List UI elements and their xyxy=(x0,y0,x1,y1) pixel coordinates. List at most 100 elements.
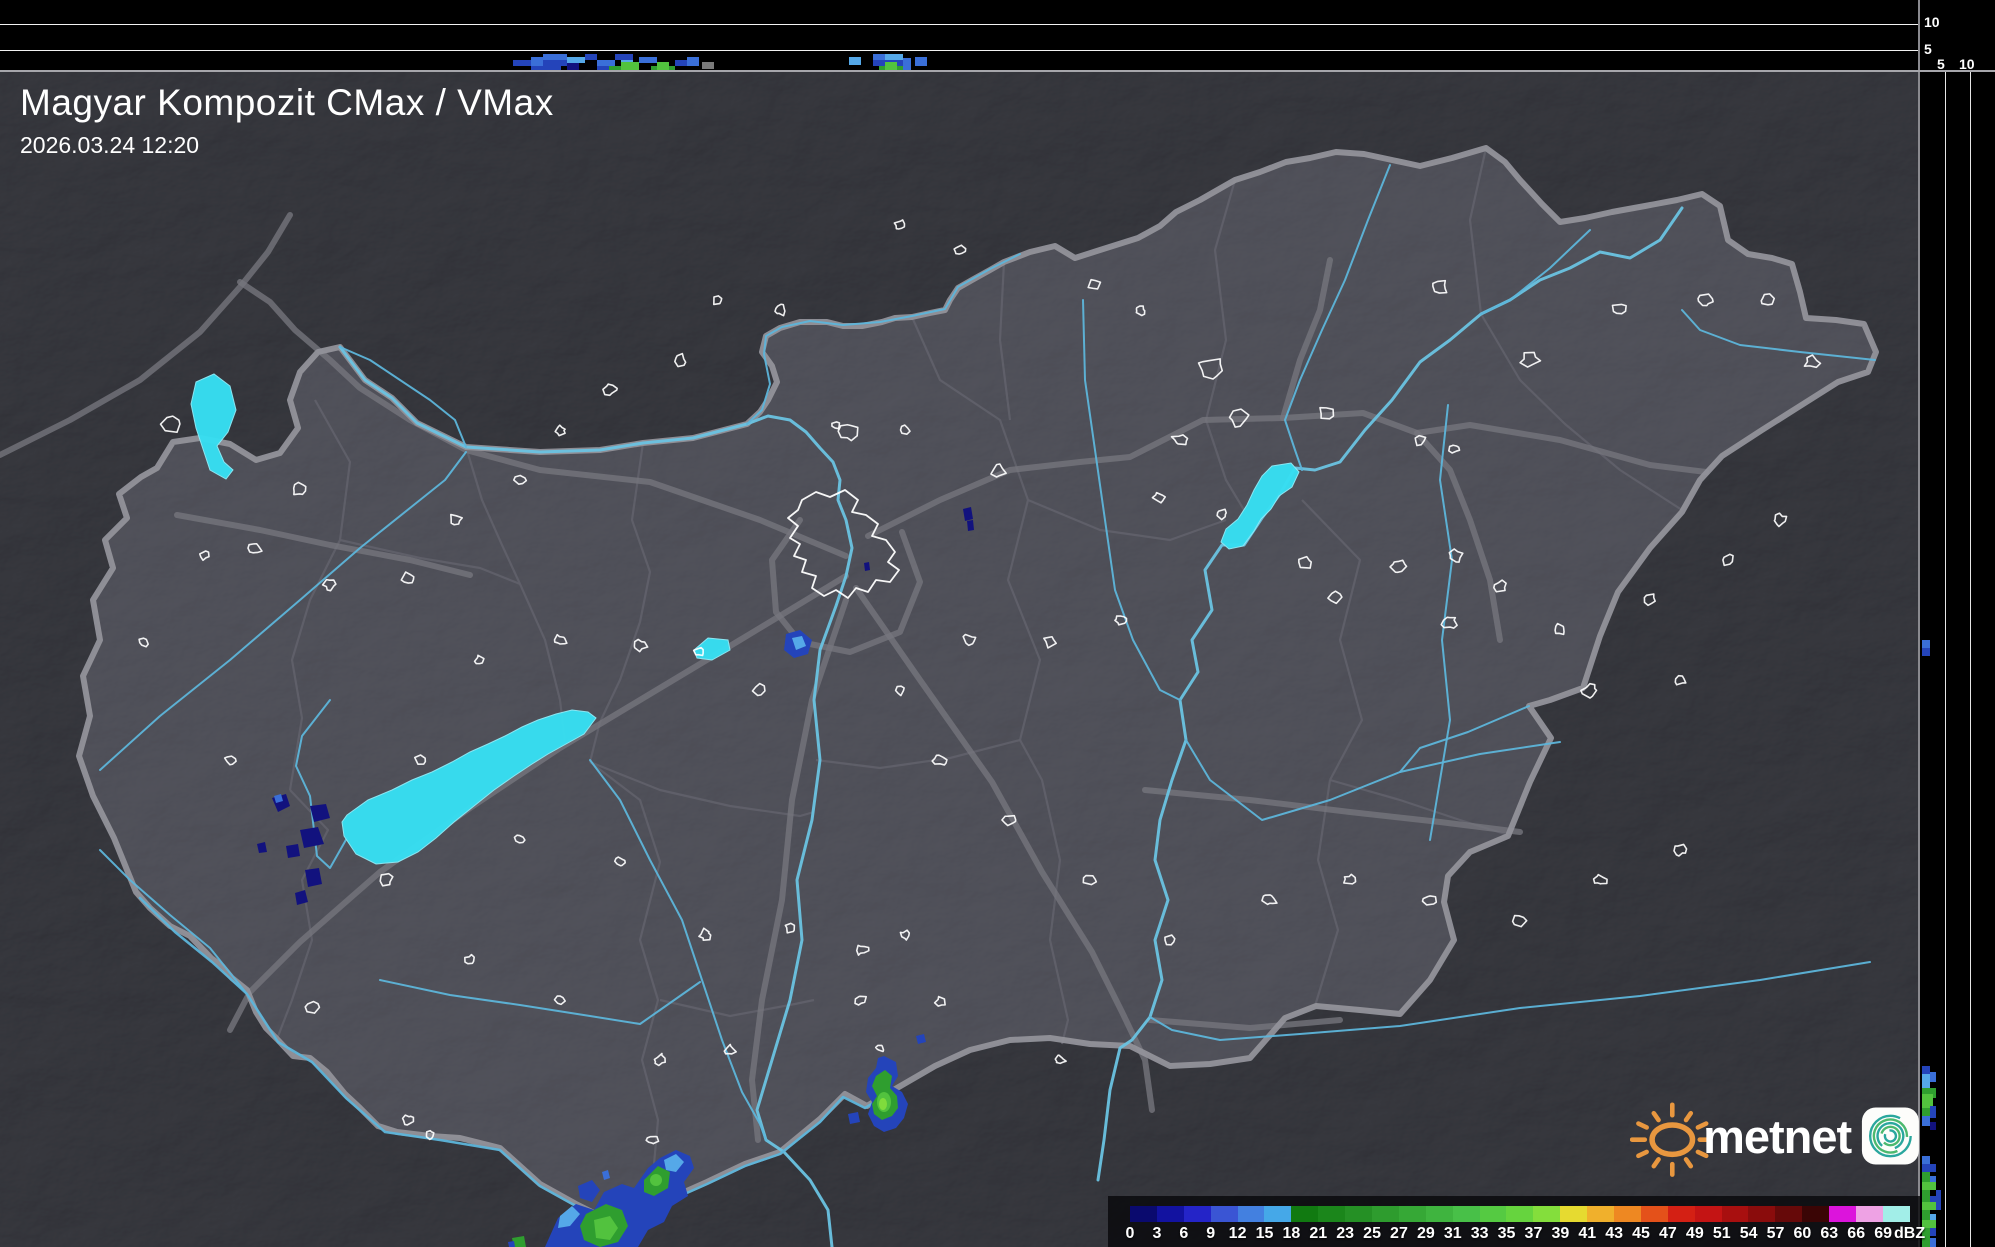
river-line xyxy=(339,346,467,448)
profile-echo-pixel xyxy=(657,62,669,71)
legend-cell xyxy=(1775,1206,1803,1222)
settlement-outline xyxy=(425,1129,435,1141)
settlement-outline xyxy=(1643,593,1656,607)
settlement-outline xyxy=(400,571,415,584)
top-profile-gridline-5km xyxy=(0,50,1920,51)
county-border xyxy=(1027,498,1227,542)
settlement-outline xyxy=(1722,553,1734,567)
settlement-outline xyxy=(751,682,766,697)
settlement-outline xyxy=(674,352,687,368)
legend-tick-label: 33 xyxy=(1470,1225,1489,1242)
settlement-outline xyxy=(1135,305,1146,317)
legend-cell xyxy=(1479,1206,1507,1222)
profile-echo-pixel xyxy=(702,62,714,69)
legend-cell xyxy=(1372,1206,1399,1222)
profile-echo-pixel xyxy=(567,63,579,71)
settlement-outline xyxy=(1448,444,1461,454)
settlement-outline xyxy=(554,424,566,437)
settlement-outline xyxy=(698,927,712,941)
legend-tick-label: 41 xyxy=(1578,1225,1597,1242)
settlement-outline xyxy=(553,633,568,645)
legend-cell xyxy=(1667,1206,1695,1222)
settlement-outline xyxy=(1343,873,1357,885)
radar-echo xyxy=(310,804,330,822)
settlement-outline xyxy=(784,922,796,934)
profile-echo-pixel xyxy=(543,54,567,60)
legend-tick-label: 69 xyxy=(1874,1225,1892,1242)
settlement-outline xyxy=(933,995,946,1007)
legend-cell xyxy=(1614,1206,1641,1222)
lake-tisza-to xyxy=(1220,462,1300,550)
profile-echo-pixel xyxy=(513,60,531,66)
profile-echo-pixel xyxy=(531,57,543,66)
radar-echo xyxy=(274,794,283,803)
profile-echo-pixel xyxy=(885,62,897,71)
profile-echo-pixel xyxy=(885,54,903,60)
legend-tick-label: 43 xyxy=(1605,1225,1624,1242)
metnet-logo[interactable]: metnet xyxy=(1630,1090,1920,1182)
legend-cell xyxy=(1721,1206,1749,1222)
profile-echo-pixel xyxy=(1922,648,1930,656)
top-axis-label-10: 10 xyxy=(1924,14,1940,30)
legend-cell xyxy=(1291,1206,1319,1222)
radar-echo xyxy=(879,1098,887,1110)
radar-echo xyxy=(578,1180,600,1202)
settlement-outline xyxy=(473,654,485,665)
radar-echo xyxy=(967,520,974,531)
county-border xyxy=(275,789,330,1040)
profile-echo-pixel xyxy=(1930,1228,1936,1236)
legend-tick-label: 60 xyxy=(1793,1225,1812,1242)
settlement-outline xyxy=(645,1135,660,1145)
radar-echo xyxy=(963,507,973,521)
profile-echo-pixel xyxy=(1922,1202,1936,1210)
settlement-outline xyxy=(1170,434,1189,446)
settlement-outline xyxy=(159,415,181,434)
settlement-outline xyxy=(321,578,337,592)
logo-wordmark: metnet xyxy=(1703,1109,1852,1163)
settlement-outline xyxy=(1440,616,1458,629)
legend-tick-label: 27 xyxy=(1390,1225,1408,1242)
legend-tick-label: 54 xyxy=(1739,1225,1758,1242)
settlement-outline xyxy=(962,633,977,647)
settlement-outline xyxy=(401,1114,415,1126)
county-border xyxy=(339,538,521,586)
settlement-outline xyxy=(1448,548,1464,563)
motorway-line xyxy=(0,212,293,458)
motorway-line xyxy=(1414,430,1503,643)
settlement-outline xyxy=(1760,293,1776,306)
settlement-outline xyxy=(223,755,237,766)
profile-echo-pixel xyxy=(531,66,561,71)
profile-echo-pixel xyxy=(1930,1214,1936,1224)
settlement-outline xyxy=(1673,843,1688,857)
river-line xyxy=(746,253,1021,425)
legend-cell xyxy=(1264,1206,1292,1222)
legend-tick-label: 39 xyxy=(1551,1225,1570,1242)
legend-tick-label: 29 xyxy=(1416,1225,1435,1242)
settlement-outline xyxy=(1389,559,1408,574)
profile-echo-pixel xyxy=(1922,1164,1936,1172)
settlement-outline xyxy=(1592,873,1608,885)
legend-cell xyxy=(1156,1206,1184,1222)
settlement-outline xyxy=(1043,635,1058,649)
settlement-outline xyxy=(1611,303,1627,315)
river-line xyxy=(338,345,749,454)
settlement-outline xyxy=(450,513,464,526)
legend-tick-label: 23 xyxy=(1336,1225,1355,1242)
settlement-outline xyxy=(874,1044,885,1053)
legend-cell xyxy=(1506,1206,1534,1222)
radar-echo xyxy=(594,1216,618,1240)
river-line xyxy=(138,896,897,1226)
settlement-outline xyxy=(899,424,911,436)
top-profile-gridline-10km xyxy=(0,24,1920,25)
settlement-outline xyxy=(1151,491,1167,504)
legend-cell xyxy=(1829,1206,1857,1222)
lake-ferto xyxy=(190,373,237,480)
settlement-outline xyxy=(292,481,307,496)
profile-echo-pixel xyxy=(1922,1156,1930,1164)
settlement-outline xyxy=(653,1052,666,1067)
radar-echo xyxy=(916,1034,926,1044)
profile-echo-pixel xyxy=(615,54,633,60)
county-border xyxy=(998,261,1012,421)
hungary-interior xyxy=(79,148,1876,1222)
settlement-outline xyxy=(1803,354,1822,369)
